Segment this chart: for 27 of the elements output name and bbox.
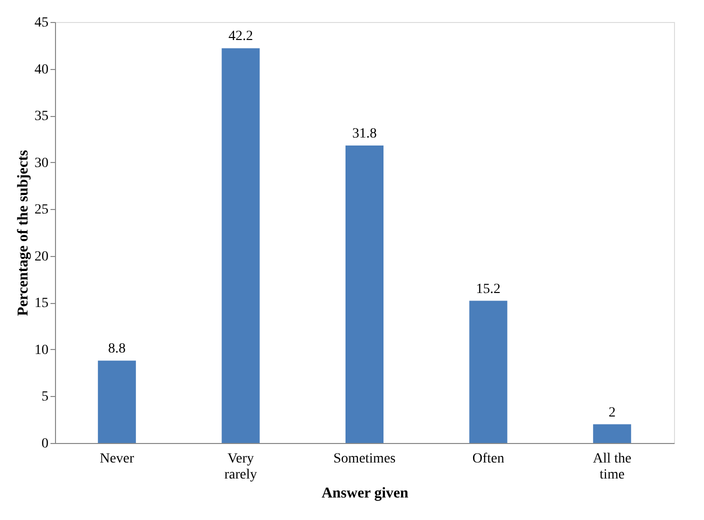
y-tick-label: 35 — [34, 109, 48, 124]
bar — [346, 145, 384, 443]
bar — [593, 424, 632, 443]
y-axis-title: Percentage of the subjects — [16, 150, 32, 316]
bar — [469, 300, 508, 443]
x-tick-label: Very rarely — [224, 452, 258, 482]
y-tick-label: 15 — [34, 296, 48, 312]
y-tick-label: 45 — [34, 16, 48, 30]
y-tick-label: 5 — [42, 390, 48, 405]
y-tick-label: 30 — [34, 156, 48, 171]
bar — [222, 48, 260, 443]
y-tick-label: 0 — [42, 436, 48, 452]
data-label: 2 — [608, 405, 616, 420]
x-tick-label: Often — [472, 452, 504, 466]
x-tick-label: All the time — [592, 452, 632, 482]
y-tick-label: 10 — [34, 342, 48, 358]
bar — [98, 360, 136, 443]
y-tick-label: 25 — [34, 202, 48, 218]
y-tick-label: 20 — [34, 249, 48, 264]
x-tick-label: Sometimes — [333, 452, 396, 466]
x-tick-label: Never — [100, 452, 134, 466]
data-label: 15.2 — [476, 282, 501, 297]
data-label: 42.2 — [228, 29, 253, 44]
data-label: 31.8 — [352, 126, 377, 142]
x-axis-title: Answer given — [322, 486, 410, 502]
data-label: 8.8 — [108, 342, 126, 357]
y-tick-label: 40 — [34, 62, 48, 78]
